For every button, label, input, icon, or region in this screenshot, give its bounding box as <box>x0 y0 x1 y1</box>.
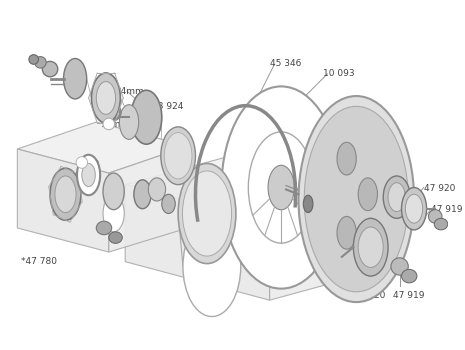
Ellipse shape <box>92 73 120 123</box>
Ellipse shape <box>77 155 100 195</box>
Ellipse shape <box>337 142 356 175</box>
Text: 4mm: 4mm <box>77 158 100 167</box>
Text: 47 920: 47 920 <box>424 184 455 192</box>
Ellipse shape <box>353 218 388 276</box>
Ellipse shape <box>434 218 448 230</box>
Polygon shape <box>109 146 188 252</box>
Ellipse shape <box>76 157 87 168</box>
Ellipse shape <box>402 270 417 283</box>
Ellipse shape <box>358 227 383 267</box>
Ellipse shape <box>120 105 139 139</box>
Polygon shape <box>125 185 270 300</box>
Ellipse shape <box>55 176 76 212</box>
Ellipse shape <box>35 57 46 68</box>
Ellipse shape <box>131 90 162 144</box>
Ellipse shape <box>303 195 313 212</box>
Ellipse shape <box>164 133 192 179</box>
Ellipse shape <box>96 221 112 235</box>
Polygon shape <box>17 149 109 252</box>
Ellipse shape <box>109 232 122 243</box>
Text: 17mm: 17mm <box>101 120 130 129</box>
Ellipse shape <box>148 178 166 201</box>
Ellipse shape <box>221 86 341 289</box>
Ellipse shape <box>82 163 95 187</box>
Ellipse shape <box>103 195 124 232</box>
Ellipse shape <box>29 55 39 64</box>
Ellipse shape <box>299 96 414 302</box>
Ellipse shape <box>428 210 442 223</box>
Text: 47 920: 47 920 <box>354 290 386 300</box>
Ellipse shape <box>248 132 314 243</box>
Ellipse shape <box>42 61 58 77</box>
Ellipse shape <box>96 82 115 114</box>
Ellipse shape <box>383 176 410 218</box>
Ellipse shape <box>50 168 81 220</box>
Ellipse shape <box>182 171 232 256</box>
Text: 47 809: 47 809 <box>351 145 382 154</box>
Polygon shape <box>125 156 376 223</box>
Ellipse shape <box>402 188 426 230</box>
Ellipse shape <box>162 194 175 214</box>
Ellipse shape <box>405 194 423 223</box>
Ellipse shape <box>388 183 405 212</box>
Ellipse shape <box>391 258 408 275</box>
Text: 24mm: 24mm <box>115 88 144 96</box>
Text: 47 919: 47 919 <box>432 205 463 214</box>
Ellipse shape <box>304 106 408 292</box>
Ellipse shape <box>64 58 86 99</box>
Text: 47 919: 47 919 <box>393 290 425 300</box>
Ellipse shape <box>268 165 294 210</box>
Polygon shape <box>270 194 376 300</box>
Ellipse shape <box>103 173 124 210</box>
Polygon shape <box>17 122 188 173</box>
Ellipse shape <box>178 163 236 264</box>
Text: 10 093: 10 093 <box>323 69 354 78</box>
Ellipse shape <box>358 178 378 211</box>
Text: *47 780: *47 780 <box>21 257 57 266</box>
Ellipse shape <box>337 216 356 249</box>
Ellipse shape <box>183 216 241 316</box>
Ellipse shape <box>103 118 114 130</box>
Ellipse shape <box>105 105 120 120</box>
Text: 03 924: 03 924 <box>152 102 184 111</box>
Text: 45 346: 45 346 <box>270 60 301 69</box>
Ellipse shape <box>134 180 151 209</box>
Ellipse shape <box>161 127 195 185</box>
